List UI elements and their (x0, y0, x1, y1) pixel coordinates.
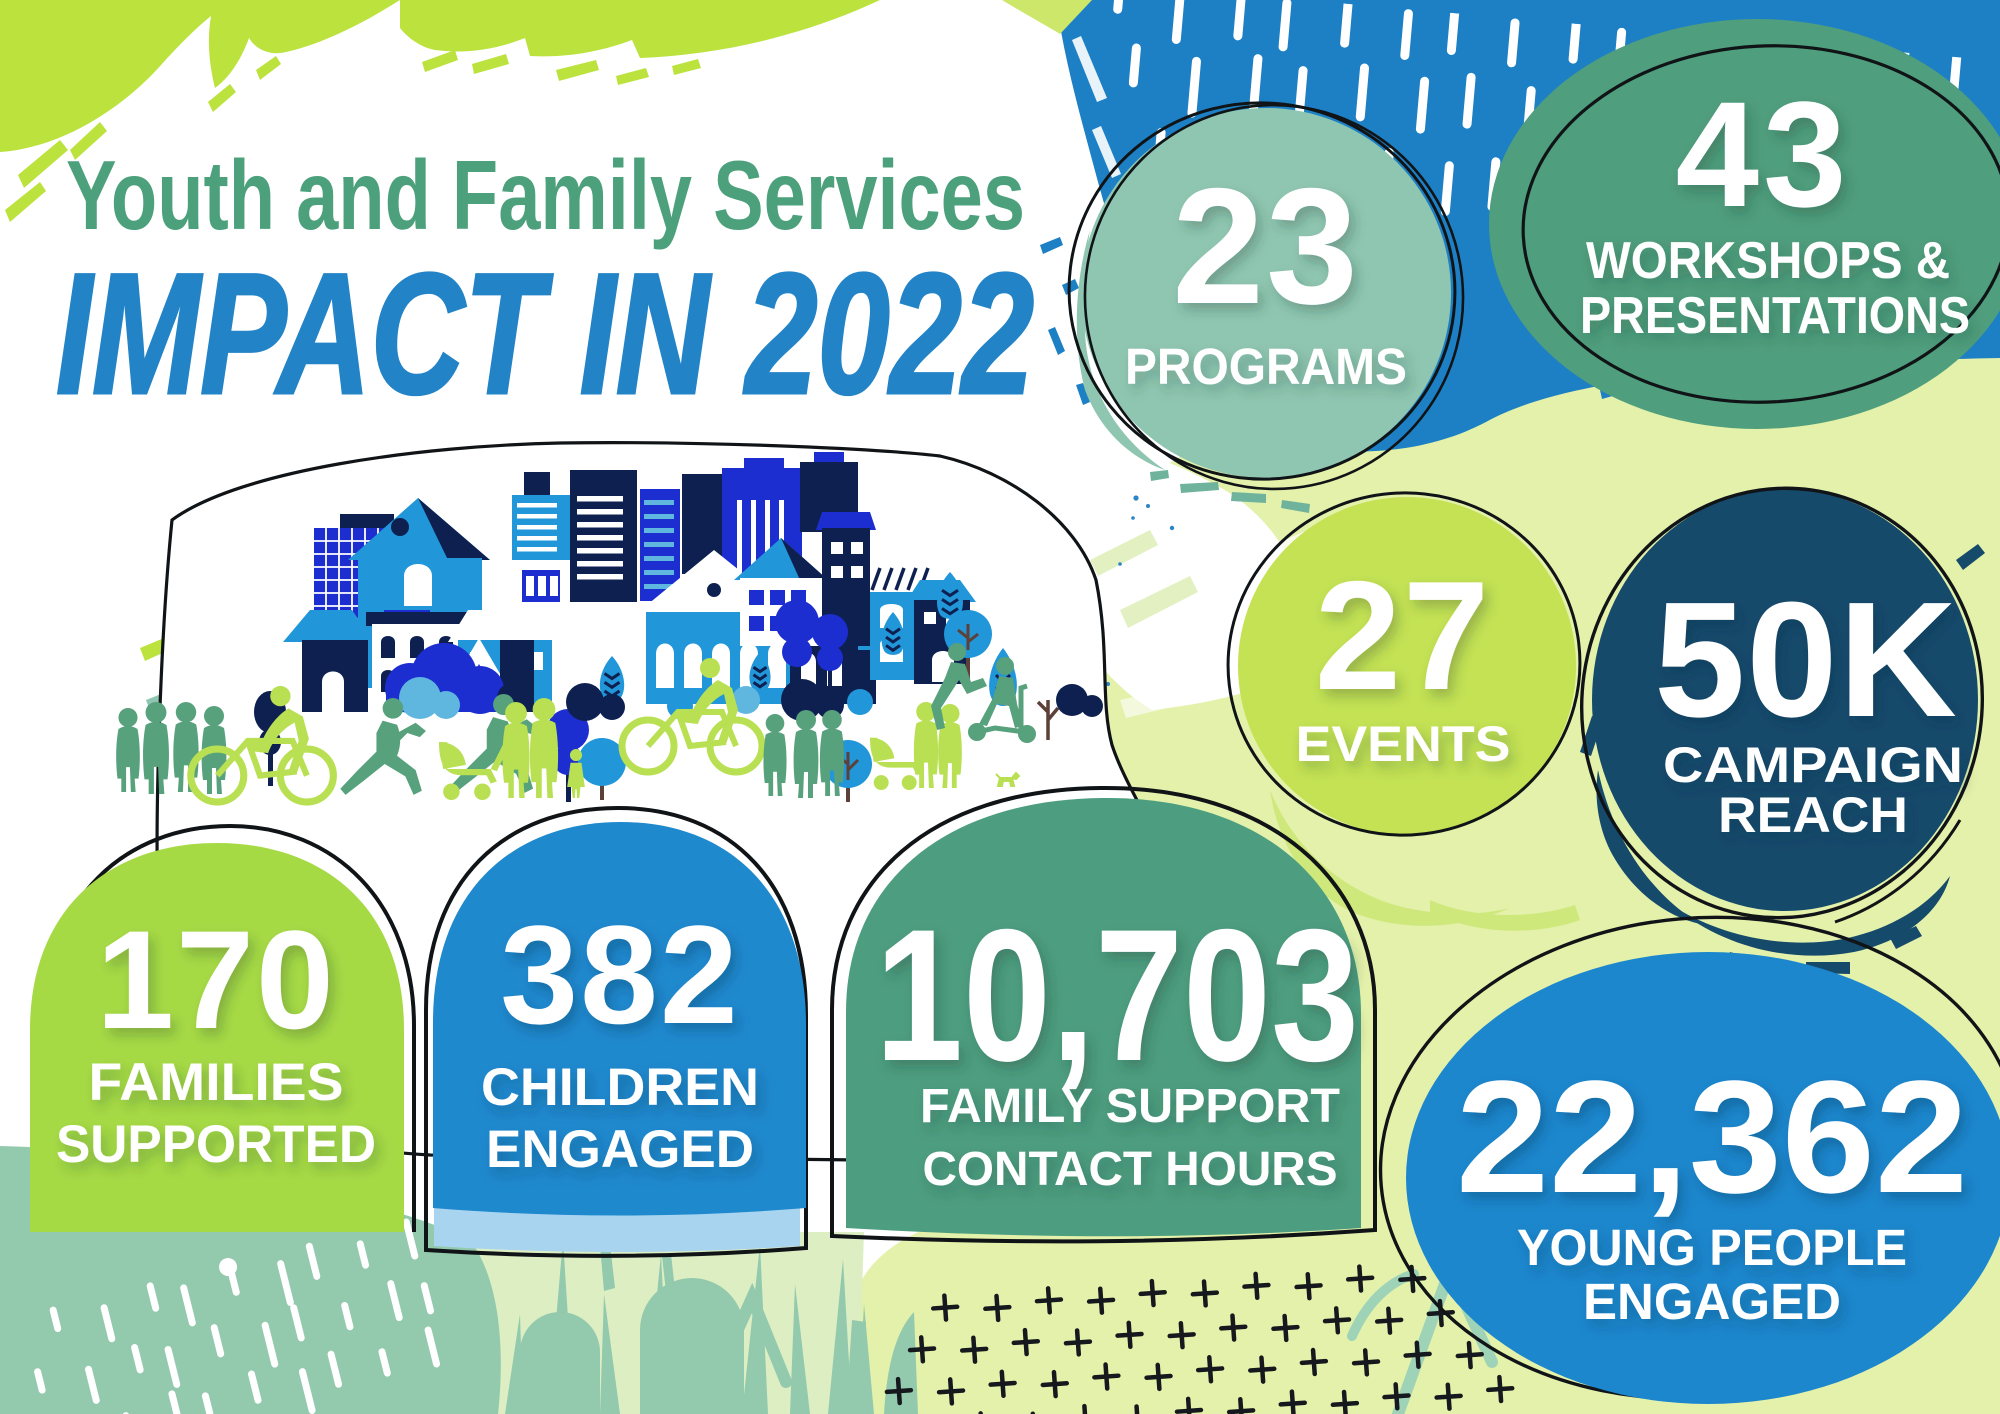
svg-text:27: 27 (1315, 549, 1491, 722)
svg-text:22,362: 22,362 (1456, 1047, 1968, 1226)
svg-text:CAMPAIGN: CAMPAIGN (1663, 737, 1963, 793)
svg-text:FAMILY SUPPORT: FAMILY SUPPORT (920, 1080, 1340, 1133)
svg-text:Youth and Family Services: Youth and Family Services (66, 140, 1025, 250)
svg-text:IMPACT IN 2022: IMPACT IN 2022 (56, 238, 1034, 430)
svg-text:SUPPORTED: SUPPORTED (56, 1115, 376, 1174)
svg-text:EVENTS: EVENTS (1296, 716, 1511, 772)
svg-text:PRESENTATIONS: PRESENTATIONS (1580, 287, 1970, 345)
svg-text:43: 43 (1676, 70, 1851, 238)
svg-text:170: 170 (96, 901, 336, 1058)
svg-text:CHILDREN: CHILDREN (481, 1058, 759, 1117)
svg-text:10,703: 10,703 (875, 890, 1359, 1100)
svg-text:WORKSHOPS &: WORKSHOPS & (1586, 232, 1950, 290)
svg-text:ENGAGED: ENGAGED (486, 1120, 754, 1179)
svg-text:ENGAGED: ENGAGED (1583, 1273, 1841, 1330)
svg-text:REACH: REACH (1718, 787, 1908, 843)
svg-text:PROGRAMS: PROGRAMS (1125, 338, 1407, 395)
svg-text:YOUNG PEOPLE: YOUNG PEOPLE (1517, 1219, 1907, 1276)
svg-text:23: 23 (1172, 154, 1360, 338)
svg-text:50K: 50K (1654, 568, 1958, 751)
svg-text:CONTACT HOURS: CONTACT HOURS (923, 1143, 1338, 1196)
svg-text:382: 382 (500, 896, 740, 1053)
svg-text:FAMILIES: FAMILIES (89, 1053, 344, 1112)
